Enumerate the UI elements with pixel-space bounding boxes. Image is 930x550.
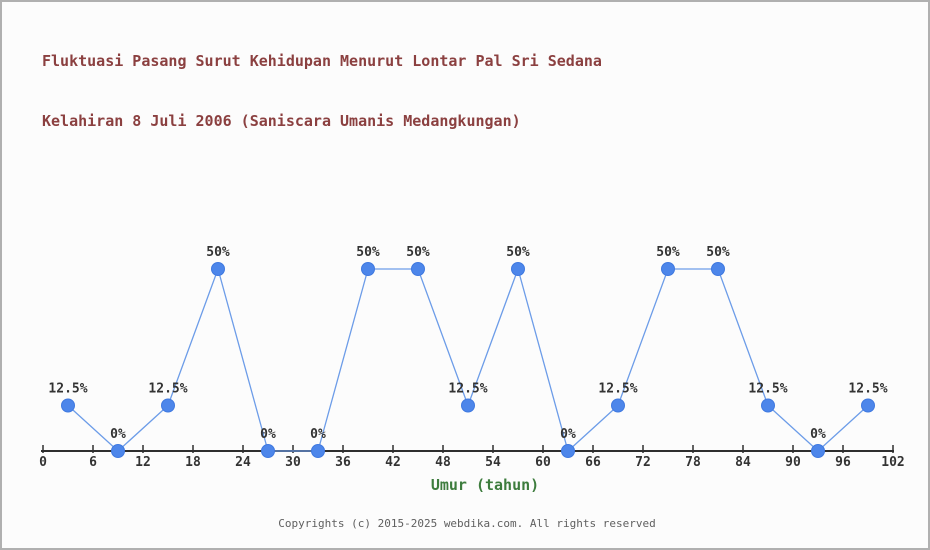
series-line: [67, 266, 869, 453]
data-point-marker: [311, 444, 325, 458]
data-point-label: 12.5%: [48, 382, 87, 397]
x-axis-title: Umur (tahun): [430, 476, 540, 494]
data-point-marker: [761, 398, 775, 413]
data-point-label: 50%: [406, 245, 430, 260]
x-tick-label: 102: [881, 455, 904, 470]
data-point-label: 0%: [260, 427, 276, 442]
x-tick-label: 12: [135, 455, 151, 470]
x-tick-label: 54: [485, 455, 501, 470]
data-point-label: 50%: [206, 245, 230, 260]
data-point-marker: [511, 262, 525, 276]
chart-title: Fluktuasi Pasang Surut Kehidupan Menurut…: [42, 11, 602, 171]
x-tick-label: 60: [535, 455, 551, 470]
data-point-label: 50%: [656, 245, 680, 260]
data-point-label: 50%: [506, 245, 530, 260]
data-point-marker: [461, 398, 475, 413]
data-point-label: 12.5%: [448, 382, 487, 397]
data-point-label: 50%: [706, 245, 730, 260]
chart-title-line-2: Kelahiran 8 Juli 2006 (Saniscara Umanis …: [42, 112, 521, 130]
data-point-marker: [261, 444, 275, 458]
data-point-marker: [61, 398, 75, 413]
data-point-marker: [811, 444, 825, 458]
data-point-label: 12.5%: [148, 382, 187, 397]
x-tick-label: 36: [335, 455, 351, 470]
chart-title-line-1: Fluktuasi Pasang Surut Kehidupan Menurut…: [42, 52, 602, 70]
copyright-footer: Copyrights (c) 2015-2025 webdika.com. Al…: [278, 517, 656, 530]
data-point-marker: [111, 444, 125, 458]
data-point-marker: [361, 262, 375, 276]
data-point-label: 12.5%: [748, 382, 787, 397]
data-point-marker: [561, 444, 575, 458]
data-point-label: 50%: [356, 245, 380, 260]
data-point-marker: [411, 262, 425, 276]
data-point-marker: [861, 398, 875, 413]
data-point-label: 12.5%: [598, 382, 637, 397]
x-tick-label: 66: [585, 455, 601, 470]
x-tick-label: 0: [39, 455, 47, 470]
x-tick-label: 84: [735, 455, 751, 470]
x-tick-label: 90: [785, 455, 801, 470]
x-tick-label: 6: [89, 455, 97, 470]
x-tick-label: 42: [385, 455, 401, 470]
x-tick-label: 24: [235, 455, 251, 470]
data-point-marker: [211, 262, 225, 276]
data-point-label: 12.5%: [848, 382, 887, 397]
data-point-marker: [611, 398, 625, 413]
x-tick-label: 30: [285, 455, 301, 470]
data-point-label: 0%: [110, 427, 126, 442]
data-point-marker: [161, 398, 175, 413]
x-tick-label: 78: [685, 455, 701, 470]
x-tick-label: 72: [635, 455, 651, 470]
x-tick-label: 18: [185, 455, 201, 470]
x-tick-label: 96: [835, 455, 851, 470]
data-point-label: 0%: [810, 427, 826, 442]
data-point-marker: [661, 262, 675, 276]
data-point-label: 0%: [560, 427, 576, 442]
x-tick-label: 48: [435, 455, 451, 470]
data-point-marker: [711, 262, 725, 276]
data-point-label: 0%: [310, 427, 326, 442]
